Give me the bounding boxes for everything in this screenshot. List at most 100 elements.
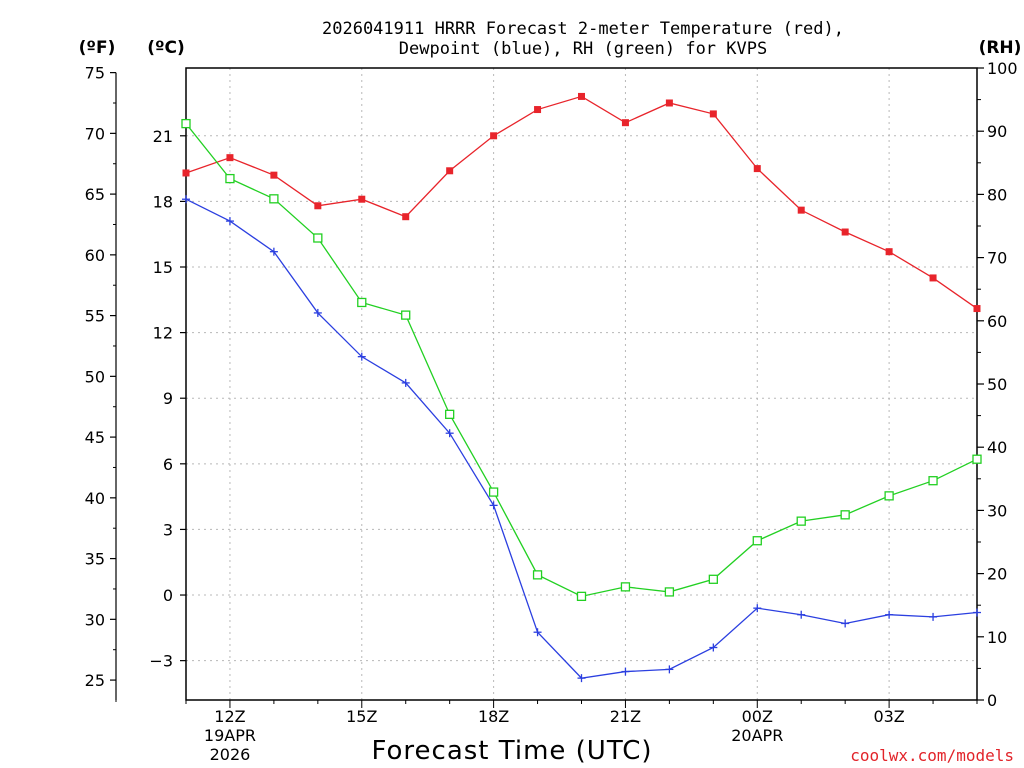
dewpoint-point <box>753 604 762 613</box>
year-tick-label: 2026 <box>210 745 251 764</box>
rh-unit-label: (RH) <box>979 38 1022 58</box>
rh-point <box>532 570 543 580</box>
fahrenheit-tick-label: 30 <box>85 610 105 629</box>
rh-point <box>928 476 938 486</box>
fahrenheit-tick-label: 70 <box>85 124 105 143</box>
rh-tick-label: 80 <box>987 185 1007 204</box>
temperature-point <box>490 132 498 140</box>
rh-tick-label: 0 <box>987 691 997 710</box>
dewpoint-point <box>313 308 322 317</box>
celsius-tick-label: −3 <box>149 652 173 671</box>
time-tick-label: 15Z <box>346 707 377 726</box>
rh-tick-label: 10 <box>987 628 1007 647</box>
rh-point <box>445 409 455 419</box>
dewpoint-point <box>357 352 366 361</box>
fahrenheit-tick-label: 60 <box>85 246 105 265</box>
rh-point <box>620 582 631 592</box>
rh-point <box>840 510 850 520</box>
rh-line <box>185 123 978 598</box>
fahrenheit-unit-label: (ºF) <box>79 38 116 58</box>
credit-text: coolwx.com/models <box>850 746 1014 765</box>
celsius-tick-label: 21 <box>153 127 173 146</box>
temperature-point <box>753 165 761 173</box>
x-axis-label: Forecast Time (UTC) <box>371 736 652 766</box>
plot-frame <box>185 67 978 701</box>
temperature-line <box>185 95 978 310</box>
temperature-point <box>314 202 322 210</box>
dewpoint-point <box>929 612 938 621</box>
chart-title-line1: 2026041911 HRRR Forecast 2-meter Tempera… <box>322 19 844 39</box>
rh-point <box>708 574 718 584</box>
temperature-point <box>578 92 585 100</box>
rh-point <box>972 454 982 464</box>
celsius-tick-label: 6 <box>163 455 173 474</box>
temperature-point <box>929 274 937 282</box>
rh-tick-label: 30 <box>987 501 1007 520</box>
celsius-tick-label: 12 <box>153 324 173 343</box>
rh-tick-label: 20 <box>987 565 1007 584</box>
rh-point <box>181 118 191 129</box>
dewpoint-point <box>225 217 234 226</box>
time-tick-label: 00Z <box>742 707 773 726</box>
time-tick-label: 21Z <box>610 707 641 726</box>
temperature-point <box>973 305 981 313</box>
temperature-point <box>797 206 805 214</box>
dewpoint-line <box>185 198 978 679</box>
rh-point <box>884 491 894 501</box>
rh-tick-label: 40 <box>987 438 1007 457</box>
rh-tick-label: 90 <box>987 122 1007 141</box>
celsius-tick-label: 9 <box>163 389 173 408</box>
temperature-point <box>665 99 673 107</box>
fahrenheit-tick-label: 50 <box>85 367 105 386</box>
dewpoint-point <box>709 643 718 652</box>
rh-tick-label: 100 <box>987 59 1018 78</box>
dewpoint-point <box>533 628 542 637</box>
date-tick-label: 19APR <box>204 726 256 745</box>
dewpoint-point <box>182 195 190 204</box>
rh-point <box>269 194 279 204</box>
fahrenheit-tick-label: 55 <box>85 307 105 326</box>
series-lines <box>181 92 982 683</box>
temperature-point <box>226 154 234 162</box>
time-tick-label: 18Z <box>478 707 509 726</box>
rh-point <box>796 516 806 526</box>
celsius-tick-label: 3 <box>163 520 173 539</box>
celsius-unit-label: (ºC) <box>147 38 185 58</box>
fahrenheit-tick-label: 75 <box>85 64 105 83</box>
temperature-point <box>709 110 717 118</box>
fahrenheit-tick-label: 65 <box>85 185 105 204</box>
fahrenheit-tick-label: 40 <box>85 489 105 508</box>
temperature-point <box>885 248 893 256</box>
dewpoint-point <box>489 501 498 510</box>
axes: 25 30 35 40 45 50 55 60 65 70 75 −3 0 3 6 9 12 15 18 21 0 10 2… <box>85 59 1018 710</box>
fahrenheit-tick-label: 25 <box>85 671 105 690</box>
fahrenheit-tick-label: 35 <box>85 550 105 569</box>
temperature-point <box>270 171 278 179</box>
temperature-point <box>402 213 410 221</box>
date-tick-label: 20APR <box>731 726 783 745</box>
celsius-tick-label: 15 <box>153 258 173 277</box>
celsius-tick-label: 18 <box>153 192 173 211</box>
dewpoint-point <box>269 247 278 256</box>
rh-point <box>313 233 323 243</box>
fahrenheit-tick-label: 45 <box>85 428 105 447</box>
rh-point <box>488 487 499 497</box>
dewpoint-point <box>665 665 674 674</box>
rh-point <box>225 173 235 184</box>
chart-title-line2: Dewpoint (blue), RH (green) for KVPS <box>399 39 767 59</box>
celsius-tick-label: 0 <box>163 586 173 605</box>
temperature-point <box>182 169 190 177</box>
rh-point <box>752 536 762 546</box>
grid-lines <box>186 68 977 700</box>
rh-tick-label: 50 <box>987 375 1007 394</box>
dewpoint-point <box>973 608 981 617</box>
dewpoint-point <box>841 619 850 628</box>
rh-point <box>401 310 411 320</box>
dewpoint-point <box>445 429 454 438</box>
dewpoint-point <box>577 674 586 683</box>
dewpoint-point <box>621 667 630 676</box>
rh-point <box>357 297 367 308</box>
time-tick-label: 03Z <box>873 707 904 726</box>
